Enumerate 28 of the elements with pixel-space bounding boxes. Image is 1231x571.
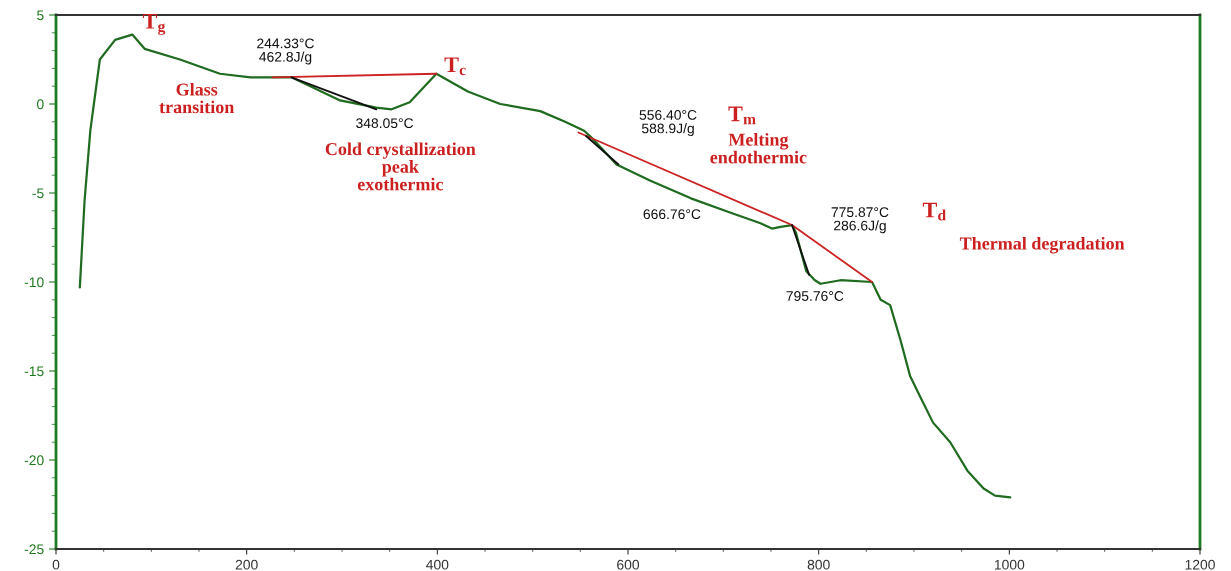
annotation: 666.76°C — [643, 209, 701, 220]
x-tick-label: 600 — [617, 559, 640, 570]
y-tick-label: -15 — [24, 366, 44, 377]
x-tick-label: 1200 — [1185, 559, 1215, 570]
y-tick-label: -20 — [24, 455, 44, 466]
x-tick-label: 800 — [807, 559, 830, 570]
x-tick-label: 0 — [52, 559, 60, 570]
y-tick-label: 0 — [37, 99, 44, 110]
y-tick-label: -25 — [24, 544, 44, 555]
annotation: Thermal degradation — [959, 236, 1125, 254]
annotation: T$_{c}$ — [444, 57, 466, 76]
annotation: T$_{m}$ — [728, 106, 756, 125]
annotation: 348.05°C — [356, 118, 414, 129]
y-tick-label: -10 — [24, 277, 44, 288]
y-tick-label: -5 — [32, 188, 44, 199]
annotation: Cold crystallization peak exothermic — [325, 142, 476, 191]
annotation: Melting endothermic — [710, 133, 807, 164]
annotation: T$_{d}$ — [922, 202, 946, 221]
annotation: Glass transition — [159, 82, 235, 114]
annotation: 244.33°C 462.8J/g — [257, 38, 314, 65]
annotation: 775.87°C 286.6J/g — [831, 207, 889, 234]
annotation: 556.40°C 588.9J/g — [639, 110, 697, 137]
x-tick-label: 1000 — [994, 559, 1025, 570]
x-tick-label: 200 — [235, 559, 258, 570]
annotation: 795.76°C — [786, 291, 844, 301]
annotation: T$_{g}$ — [142, 13, 166, 35]
x-tick-label: 400 — [426, 559, 449, 570]
y-tick-label: 5 — [37, 10, 44, 21]
